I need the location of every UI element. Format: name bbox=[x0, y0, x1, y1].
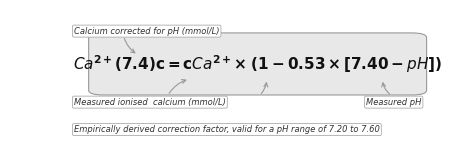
Text: $\bf{\mathit{Ca}}^{\bf{2+}}\bf{(7.4)c = c}\bf{\mathit{Ca}}^{\bf{2+}} \bf{\times\: $\bf{\mathit{Ca}}^{\bf{2+}}\bf{(7.4)c = … bbox=[73, 53, 442, 75]
Text: Empirically derived correction factor, valid for a pH range of 7.20 to 7.60: Empirically derived correction factor, v… bbox=[74, 125, 380, 134]
Text: Calcium corrected for pH (mmol/L): Calcium corrected for pH (mmol/L) bbox=[74, 27, 219, 36]
FancyBboxPatch shape bbox=[89, 33, 427, 95]
Text: Measured ionised  calcium (mmol/L): Measured ionised calcium (mmol/L) bbox=[74, 98, 226, 107]
Text: Measured pH: Measured pH bbox=[366, 98, 421, 107]
